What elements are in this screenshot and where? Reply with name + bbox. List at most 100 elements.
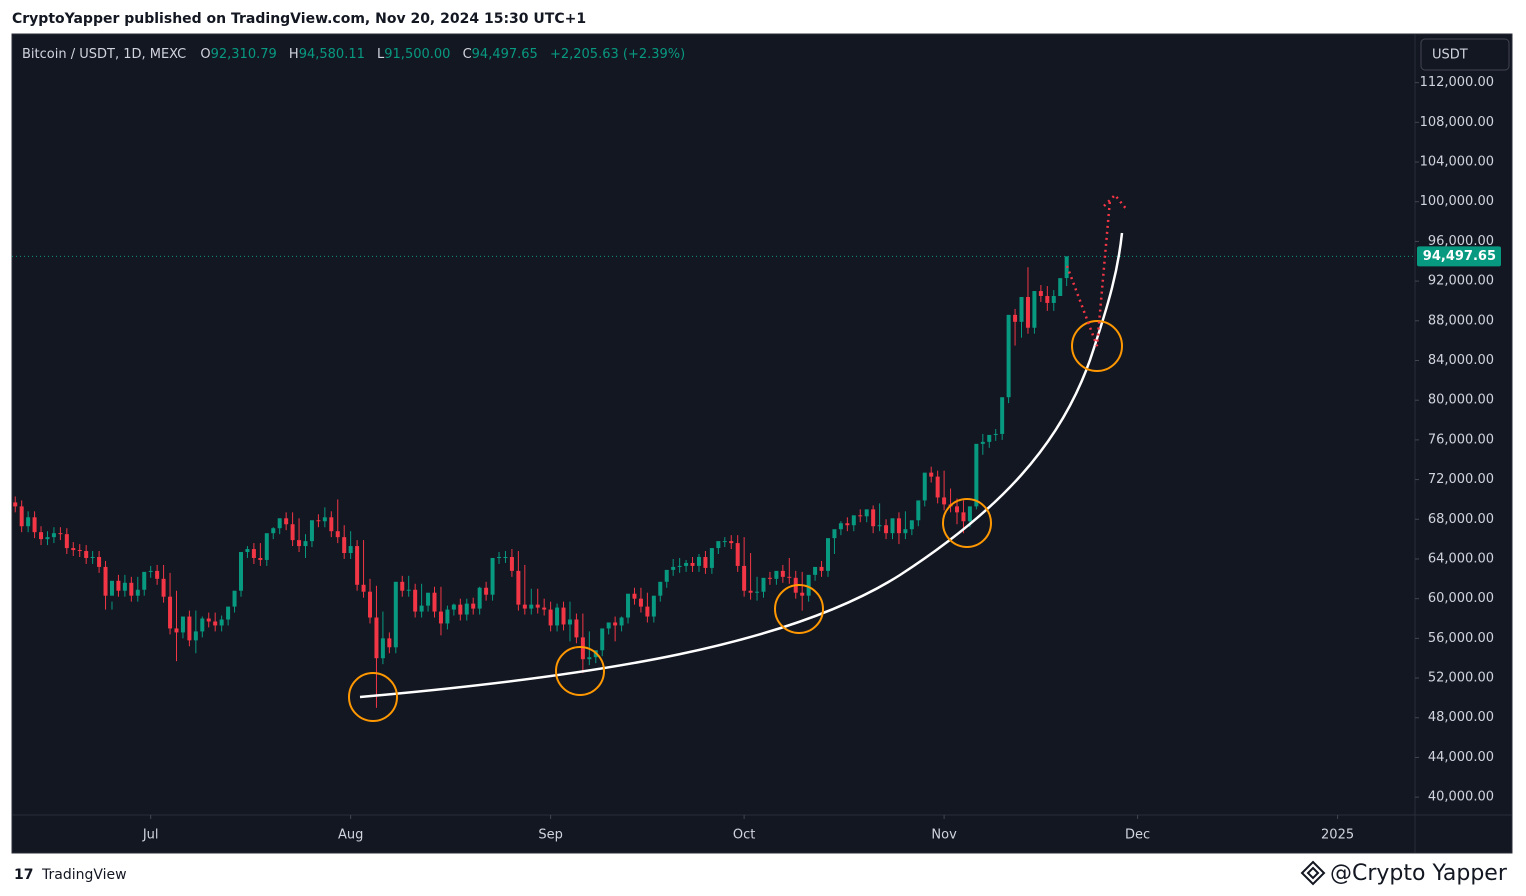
candle-body	[967, 506, 972, 522]
touch-circle	[555, 646, 605, 696]
watermark-icon	[1300, 860, 1326, 886]
candle-body	[684, 562, 689, 566]
candle-body	[387, 638, 392, 648]
candle-body	[77, 550, 82, 552]
candle-body	[993, 433, 998, 435]
low-value: 91,500.00	[384, 47, 450, 62]
touch-circle	[774, 584, 824, 634]
candle-body	[271, 528, 276, 534]
open-value: 92,310.79	[211, 47, 277, 62]
high-value: 94,580.11	[299, 47, 365, 62]
candle-body	[103, 566, 108, 596]
y-tick-label: 104,000.00	[1420, 155, 1494, 170]
candle-body	[761, 577, 766, 592]
candle-body	[903, 529, 908, 534]
candle-body	[825, 538, 830, 571]
candle-body	[729, 541, 734, 544]
x-tick-label: Dec	[1125, 828, 1150, 843]
candle-body	[1019, 296, 1024, 322]
touch-circles	[348, 320, 1123, 722]
candle-body	[342, 537, 347, 554]
candle-body	[426, 592, 431, 606]
candle-body	[1013, 314, 1018, 322]
price-tag-label: 94,497.65	[1423, 249, 1496, 264]
candle-body	[716, 541, 721, 549]
touch-circle	[1071, 320, 1123, 372]
candle-body	[548, 609, 553, 626]
close-label: C	[463, 47, 472, 62]
candle-body	[567, 619, 572, 625]
candle-body	[516, 570, 521, 605]
candle-body	[90, 556, 95, 558]
candle-body	[658, 581, 663, 596]
candle-body	[148, 570, 153, 572]
candle-body	[755, 591, 760, 593]
y-tick-label: 100,000.00	[1420, 194, 1494, 209]
candle-body	[13, 502, 18, 507]
candle-body	[309, 520, 314, 542]
candle-body	[600, 628, 605, 651]
currency-label[interactable]: USDT	[1432, 48, 1468, 63]
candle-body	[626, 593, 631, 618]
candle-body	[535, 604, 540, 608]
candle-body	[393, 581, 398, 648]
tv-logo-mark: 𝟭𝟳	[14, 867, 33, 883]
candle-body	[845, 523, 850, 526]
candle-body	[451, 604, 456, 610]
candle-body	[219, 619, 224, 626]
candle-body	[871, 509, 876, 527]
candle-body	[742, 565, 747, 591]
candle-body	[677, 565, 682, 567]
candle-body	[193, 631, 198, 641]
candle-body	[619, 617, 624, 626]
candle-body	[497, 556, 502, 558]
candle-body	[464, 603, 469, 615]
candle-body	[832, 529, 837, 539]
candle-body	[542, 607, 547, 610]
y-tick-label: 76,000.00	[1428, 432, 1494, 447]
candle-body	[477, 587, 482, 609]
candle-body	[787, 576, 792, 578]
candle-body	[813, 566, 818, 575]
candle-body	[109, 580, 114, 596]
candle-body	[187, 616, 192, 641]
watermark: @Crypto Yapper	[1330, 861, 1508, 886]
candle-body	[916, 500, 921, 521]
candle-body	[213, 621, 218, 626]
candle-body	[935, 476, 940, 498]
candle-body	[277, 518, 282, 529]
candle-body	[180, 616, 185, 633]
candle-body	[555, 607, 560, 626]
trend-curve	[359, 232, 1124, 699]
candle-body	[735, 543, 740, 566]
candle-body	[819, 566, 824, 571]
candle-body	[858, 515, 863, 517]
candle-body	[664, 569, 669, 582]
candle-body	[890, 518, 895, 534]
candle-body	[368, 591, 373, 618]
y-tick-label: 80,000.00	[1428, 393, 1494, 408]
currency-button[interactable]	[1420, 38, 1510, 71]
candle-body	[490, 557, 495, 595]
candle-body	[955, 506, 960, 513]
candle-body	[509, 556, 514, 571]
candle-body	[484, 587, 489, 595]
candle-body	[1032, 291, 1037, 328]
candle-body	[251, 549, 256, 558]
close-value: 94,497.65	[472, 47, 538, 62]
y-tick-label: 96,000.00	[1428, 234, 1494, 249]
candle-body	[922, 472, 927, 501]
candle-body	[529, 604, 534, 609]
candle-body	[1006, 314, 1011, 398]
y-tick-label: 84,000.00	[1428, 353, 1494, 368]
candle-body	[58, 533, 63, 535]
candle-body	[155, 570, 160, 579]
candle-body	[1058, 278, 1063, 296]
low-label: L	[377, 47, 385, 62]
candle-body	[1045, 295, 1050, 303]
candle-body	[1000, 397, 1005, 434]
candle-body	[316, 520, 321, 522]
y-tick-label: 52,000.00	[1428, 671, 1494, 686]
